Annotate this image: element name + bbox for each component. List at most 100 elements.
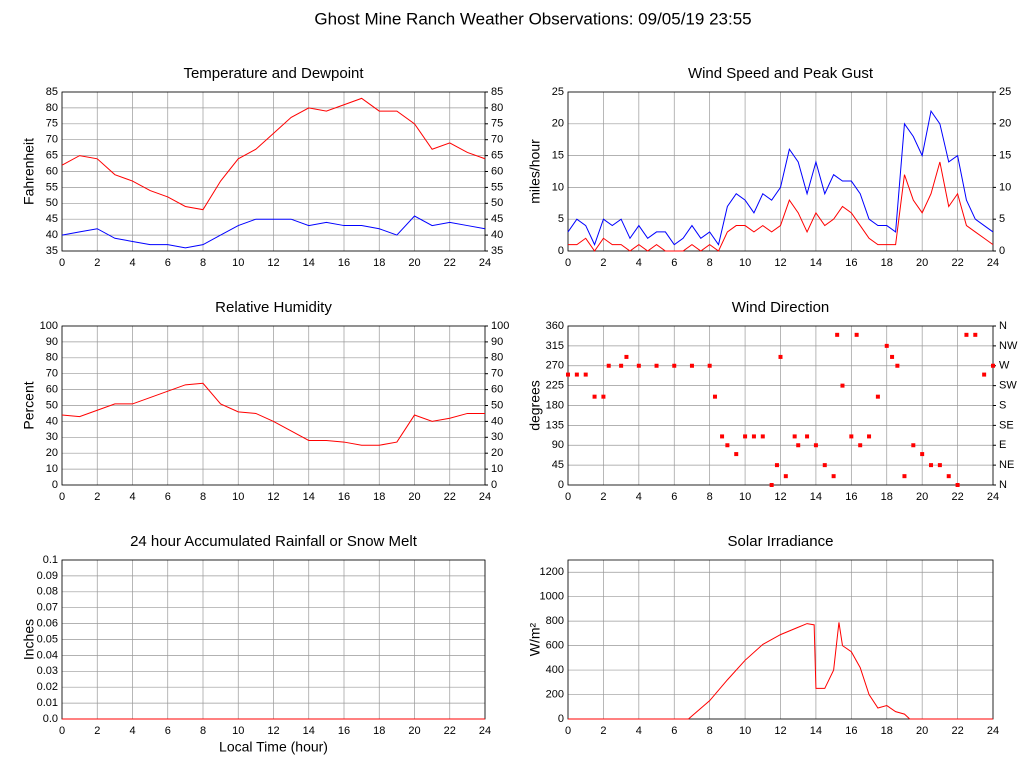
y2-tick-label: 80 <box>491 102 503 114</box>
y-tick-label: 25 <box>552 86 564 98</box>
x-tick-label: 10 <box>232 257 244 269</box>
y2-tick-label: S <box>999 399 1006 411</box>
y-tick-label: 90 <box>552 439 564 451</box>
y2-tick-label: 45 <box>491 213 503 225</box>
x-tick-label: 10 <box>739 257 751 269</box>
y-tick-label: 60 <box>46 165 58 177</box>
data-point <box>672 363 677 368</box>
data-point <box>854 332 859 337</box>
y2-tick-label: 10 <box>491 463 503 475</box>
data-point <box>911 443 916 448</box>
y-tick-label: 0.06 <box>37 618 58 630</box>
y-tick-label: 5 <box>558 213 564 225</box>
data-point <box>982 372 987 377</box>
data-point <box>884 343 889 348</box>
y-axis-label: degrees <box>527 380 543 431</box>
y2-tick-label: 10 <box>999 181 1011 193</box>
data-point <box>574 372 579 377</box>
y-tick-label: 315 <box>546 340 564 352</box>
y-tick-label: 70 <box>46 134 58 146</box>
data-point <box>796 443 801 448</box>
y2-tick-label: 60 <box>491 165 503 177</box>
y-tick-label: 35 <box>46 245 58 257</box>
x-tick-label: 18 <box>373 257 385 269</box>
data-point <box>946 474 951 479</box>
y2-tick-label: 40 <box>491 415 503 427</box>
y-tick-label: 0.09 <box>37 570 58 582</box>
x-tick-label: 8 <box>707 257 713 269</box>
y-tick-label: 45 <box>46 213 58 225</box>
x-tick-label: 2 <box>94 491 100 503</box>
data-line <box>61 382 485 446</box>
y2-tick-label: 15 <box>999 150 1011 162</box>
y-tick-label: 60 <box>46 384 58 396</box>
x-tick-label: 24 <box>987 725 999 737</box>
y-axis-label: Percent <box>21 381 37 429</box>
data-point <box>566 372 570 377</box>
data-point <box>689 363 694 368</box>
y2-tick-label: 0 <box>491 479 497 491</box>
y-tick-label: 0 <box>558 245 564 257</box>
x-tick-label: 20 <box>408 725 420 737</box>
x-tick-label: 12 <box>267 491 279 503</box>
data-line <box>61 215 486 249</box>
data-point <box>774 463 779 468</box>
x-tick-label: 16 <box>338 257 350 269</box>
x-tick-label: 18 <box>373 725 385 737</box>
y-tick-label: 20 <box>46 447 58 459</box>
plot-frame <box>61 91 486 252</box>
x-tick-label: 8 <box>707 725 713 737</box>
x-tick-label: 24 <box>479 257 491 269</box>
x-tick-label: 4 <box>129 725 135 737</box>
y-tick-label: 50 <box>46 399 58 411</box>
plot-frame <box>567 559 994 720</box>
data-point <box>654 363 659 368</box>
data-point <box>991 363 995 368</box>
x-tick-label: 6 <box>165 491 171 503</box>
y-tick-label: 85 <box>46 86 58 98</box>
y-tick-label: 135 <box>546 419 564 431</box>
data-point <box>619 363 624 368</box>
y2-tick-label: 5 <box>999 213 1005 225</box>
y-tick-label: 10 <box>46 463 58 475</box>
y-tick-label: 800 <box>546 615 564 627</box>
x-tick-label: 24 <box>987 491 999 503</box>
y-tick-label: 1000 <box>540 591 564 603</box>
y-tick-label: 180 <box>546 399 564 411</box>
y-tick-label: 0.05 <box>37 633 58 645</box>
data-point <box>769 483 774 487</box>
x-tick-label: 18 <box>881 257 893 269</box>
x-tick-label: 22 <box>951 257 963 269</box>
y-tick-label: 0.0 <box>43 713 58 725</box>
y2-tick-label: 35 <box>491 245 503 257</box>
x-tick-label: 4 <box>636 491 642 503</box>
y2-tick-label: 20 <box>999 118 1011 130</box>
chart-title: Relative Humidity <box>215 299 332 316</box>
y2-tick-label: 50 <box>491 399 503 411</box>
y-tick-label: 65 <box>46 150 58 162</box>
y-tick-label: 55 <box>46 181 58 193</box>
y-tick-label: 20 <box>552 118 564 130</box>
y-tick-label: 45 <box>552 459 564 471</box>
y-tick-label: 0 <box>52 479 58 491</box>
data-point <box>822 463 827 468</box>
x-tick-label: 12 <box>267 257 279 269</box>
data-point <box>895 363 900 368</box>
data-point <box>937 463 942 468</box>
y-axis-label: W/m² <box>527 622 543 656</box>
y2-tick-label: W <box>999 360 1010 372</box>
chart-title: 24 hour Accumulated Rainfall or Snow Mel… <box>130 533 418 550</box>
data-point <box>858 443 863 448</box>
data-point <box>813 443 818 448</box>
x-tick-label: 10 <box>232 725 244 737</box>
x-tick-label: 22 <box>951 725 963 737</box>
y-tick-label: 0.01 <box>37 697 58 709</box>
data-point <box>831 474 836 479</box>
x-tick-label: 24 <box>479 491 491 503</box>
y-tick-label: 600 <box>546 640 564 652</box>
x-tick-label: 22 <box>444 491 456 503</box>
y-tick-label: 75 <box>46 118 58 130</box>
data-point <box>606 363 611 368</box>
